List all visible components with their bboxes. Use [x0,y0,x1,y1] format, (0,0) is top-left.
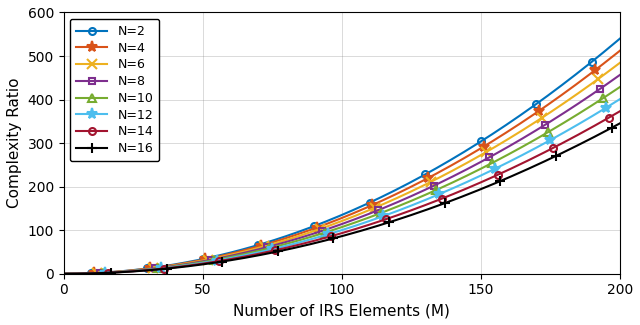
N=8 [60,272,67,276]
N=10 [110,270,118,274]
N=6 [63,272,70,276]
N=10 [293,239,301,243]
N=10 [263,247,271,251]
N=6 [263,244,271,248]
N=10 [360,217,368,221]
N=8 [360,214,368,218]
N=10 [569,115,577,119]
Line: N=12: N=12 [58,94,625,279]
N=8 [293,237,301,240]
N=4 [569,85,577,89]
N=4 [616,49,624,53]
N=2 [63,272,70,276]
N=4 [63,272,70,276]
N=2 [569,75,577,79]
Y-axis label: Complexity Ratio: Complexity Ratio [7,78,22,208]
Line: N=14: N=14 [60,108,623,277]
N=12 [360,221,368,225]
N=16 [569,146,577,150]
N=8 [63,272,70,276]
N=10 [60,272,67,276]
N=12 [569,125,577,129]
N=12 [293,241,301,245]
Line: N=10: N=10 [60,83,624,278]
Line: N=2: N=2 [60,35,623,277]
Line: N=8: N=8 [60,72,623,277]
N=4 [60,272,67,276]
N=2 [60,272,67,276]
N=8 [616,73,624,77]
Line: N=6: N=6 [59,58,625,279]
Line: N=4: N=4 [58,45,625,279]
N=16 [63,272,70,276]
N=6 [360,210,368,214]
N=4 [110,270,118,274]
N=8 [110,270,118,274]
N=16 [293,245,301,249]
N=16 [110,271,118,275]
X-axis label: Number of IRS Elements (M): Number of IRS Elements (M) [234,303,450,318]
N=12 [63,272,70,276]
N=16 [60,272,67,276]
N=6 [616,61,624,65]
Line: N=16: N=16 [59,119,625,279]
N=6 [60,272,67,276]
N=14 [569,136,577,140]
N=12 [263,249,271,253]
N=10 [63,272,70,276]
N=16 [263,252,271,256]
N=12 [60,272,67,276]
N=14 [360,225,368,228]
N=6 [293,235,301,239]
N=12 [616,97,624,101]
N=2 [293,230,301,234]
N=8 [263,245,271,249]
N=14 [63,272,70,276]
N=4 [360,207,368,211]
N=8 [569,105,577,109]
N=14 [60,272,67,276]
N=16 [616,121,624,125]
N=2 [360,203,368,207]
N=4 [263,242,271,246]
N=14 [263,250,271,254]
N=10 [616,85,624,89]
N=14 [110,270,118,274]
N=4 [293,232,301,236]
N=6 [110,270,118,274]
N=6 [569,95,577,99]
N=2 [263,240,271,244]
N=2 [616,37,624,41]
N=14 [293,243,301,247]
N=14 [616,109,624,113]
N=16 [360,228,368,232]
N=12 [110,270,118,274]
N=2 [110,270,118,274]
Legend: N=2, N=4, N=6, N=8, N=10, N=12, N=14, N=16: N=2, N=4, N=6, N=8, N=10, N=12, N=14, N=… [70,19,159,162]
